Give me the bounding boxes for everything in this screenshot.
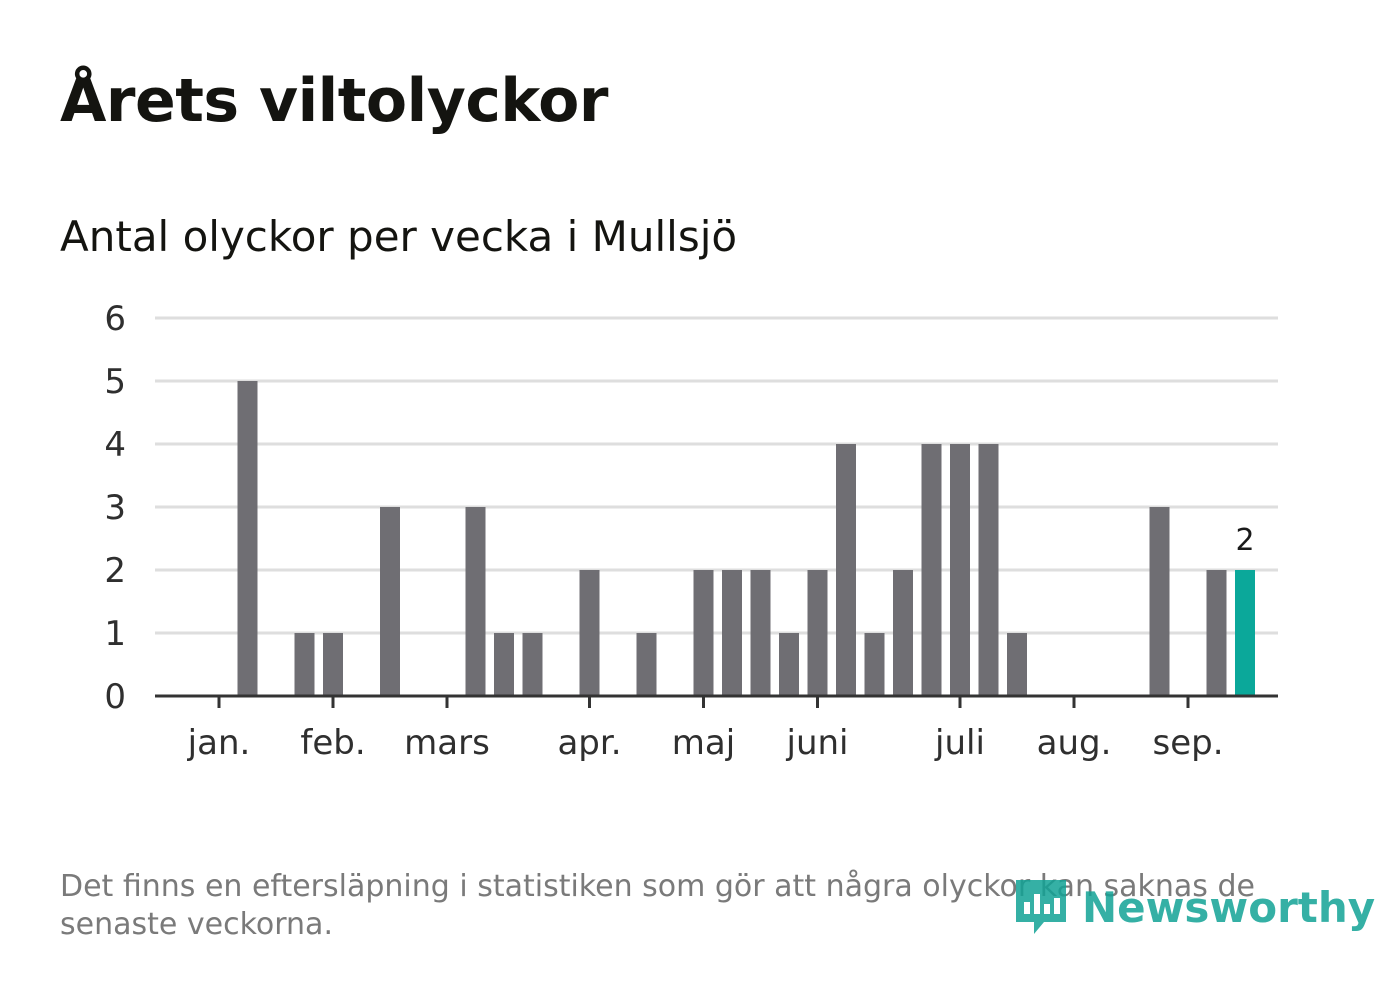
bar bbox=[864, 633, 885, 696]
bar bbox=[579, 570, 600, 696]
bar bbox=[323, 633, 343, 696]
bar bbox=[494, 633, 514, 696]
bar bbox=[836, 444, 856, 696]
x-tick-label: aug. bbox=[1037, 723, 1112, 763]
x-tick-label: juni bbox=[786, 723, 849, 763]
chart-title: Årets viltolyckor bbox=[60, 66, 609, 136]
bar bbox=[921, 444, 942, 696]
bar bbox=[693, 570, 714, 696]
bars bbox=[237, 381, 1255, 696]
grid-lines bbox=[155, 316, 1278, 635]
x-tick-label: apr. bbox=[557, 723, 621, 763]
brand-name: Newsworthy bbox=[1082, 882, 1376, 932]
bar bbox=[237, 381, 258, 696]
bar bbox=[1206, 570, 1227, 696]
bar bbox=[978, 444, 999, 696]
y-tick-label: 2 bbox=[104, 551, 126, 591]
y-tick-label: 1 bbox=[104, 614, 126, 654]
bar bbox=[1007, 633, 1027, 696]
bar bbox=[465, 507, 486, 696]
bar bbox=[636, 633, 657, 696]
y-tick-label: 0 bbox=[104, 677, 126, 717]
highlighted-bar bbox=[1235, 570, 1255, 696]
y-tick-label: 4 bbox=[104, 425, 126, 465]
x-tick-label: sep. bbox=[1152, 723, 1223, 763]
bar bbox=[807, 570, 828, 696]
bar-chart-speech-bubble-icon bbox=[1016, 880, 1066, 934]
bar bbox=[750, 570, 771, 696]
bar bbox=[1149, 507, 1170, 696]
bar bbox=[294, 633, 315, 696]
x-tick-label: feb. bbox=[300, 723, 365, 763]
x-tick-label: juli bbox=[934, 723, 985, 763]
x-tick-label: jan. bbox=[187, 723, 251, 763]
bar bbox=[779, 633, 799, 696]
chart-subtitle: Antal olyckor per vecka i Mullsjö bbox=[60, 212, 738, 261]
y-tick-label: 6 bbox=[104, 299, 126, 339]
x-tick-label: mars bbox=[404, 723, 490, 763]
bar bbox=[893, 570, 913, 696]
y-tick-label: 3 bbox=[104, 488, 126, 528]
y-tick-label: 5 bbox=[104, 362, 126, 402]
x-tick-label: maj bbox=[672, 723, 735, 763]
y-axis-ticks: 0 1 2 3 4 5 6 bbox=[104, 299, 126, 717]
x-axis-ticks: jan. feb. mars apr. maj juni juli aug. sep. bbox=[187, 696, 1224, 763]
bar bbox=[722, 570, 742, 696]
bar bbox=[380, 507, 400, 696]
data-labels: 2 bbox=[1235, 523, 1254, 558]
bar bbox=[950, 444, 970, 696]
bar bbox=[522, 633, 543, 696]
newsworthy-logo: Newsworthy bbox=[1012, 876, 1375, 938]
highlighted-bar-value: 2 bbox=[1235, 523, 1254, 558]
